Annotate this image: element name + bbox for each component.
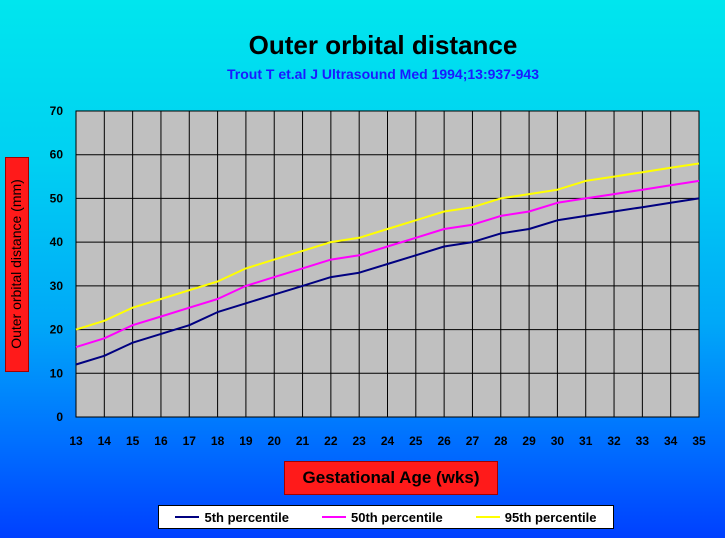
x-tick-label: 33 [636,434,650,448]
y-tick-label: 40 [50,235,64,249]
legend-swatch-95th [475,516,500,518]
y-axis-label-box [5,157,29,372]
legend-item-5th: 5th percentile [175,510,289,525]
x-tick-label: 17 [183,434,197,448]
x-tick-label: 22 [324,434,338,448]
x-tick-label: 32 [607,434,621,448]
y-tick-label: 20 [50,323,64,337]
x-tick-label: 26 [437,434,451,448]
x-tick-label: 25 [409,434,423,448]
x-tick-label: 35 [692,434,706,448]
x-tick-label: 31 [579,434,593,448]
chart-title: Outer orbital distance [248,30,518,60]
legend-swatch-50th [321,516,346,518]
x-tick-label: 23 [353,434,367,448]
x-tick-label: 13 [69,434,83,448]
chart-subtitle: Trout T et.al J Ultrasound Med 1994;13:9… [227,66,539,82]
x-tick-label: 18 [211,434,225,448]
x-tick-label: 24 [381,434,395,448]
x-tick-label: 21 [296,434,310,448]
y-tick-label: 50 [50,191,64,205]
x-tick-label: 30 [551,434,565,448]
x-tick-label: 14 [98,434,112,448]
legend-item-50th: 50th percentile [321,509,443,525]
series-line-0 [75,197,700,366]
y-tick-label: 10 [50,366,64,380]
x-tick-label: 19 [239,434,253,448]
x-tick-label: 27 [466,434,480,448]
legend-label-50th: 50th percentile [350,509,443,525]
y-tick-label: 60 [50,148,64,162]
legend-swatch-5th [175,516,200,518]
x-tick-label: 16 [154,434,168,448]
series-line-1 [75,179,700,349]
x-tick-label: 34 [664,434,678,448]
legend-label-5th: 5th percentile [204,509,290,525]
x-tick-label: 28 [494,434,508,448]
x-tick-label: 29 [522,434,536,448]
legend-label-95th: 95th percentile [504,509,597,525]
x-axis-label: Gestational Age (wks) [284,461,498,495]
legend-item-95th: 95th percentile [475,509,597,525]
x-tick-label: 20 [268,434,282,448]
legend: 5th percentile 50th percentile 95th perc… [158,505,614,529]
y-tick-label: 0 [56,410,63,424]
x-tick-label: 15 [126,434,140,448]
y-tick-label: 70 [50,104,64,118]
series-line-2 [75,162,700,331]
y-tick-label: 30 [50,279,64,293]
